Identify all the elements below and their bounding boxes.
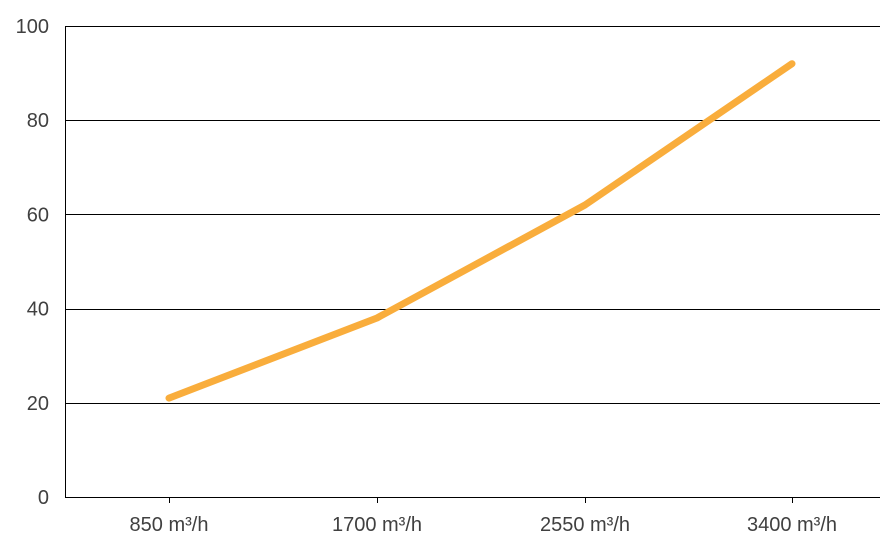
series-line-0 xyxy=(169,64,792,398)
x-tick-label: 3400 m³/h xyxy=(747,514,837,534)
y-tick-label: 20 xyxy=(27,393,49,415)
y-tick-labels: 0 20 40 60 80 100 xyxy=(16,16,49,509)
y-tick-label: 0 xyxy=(38,487,49,509)
x-tick-label: 850 m³/h xyxy=(130,514,209,534)
y-tick-label: 100 xyxy=(16,16,49,38)
y-tick-label: 80 xyxy=(27,110,49,132)
series xyxy=(169,64,792,398)
x-tick-label: 1700 m³/h xyxy=(332,514,422,534)
x-tick-label: 2550 m³/h xyxy=(540,514,630,534)
y-tick-label: 60 xyxy=(27,204,49,226)
x-tick-labels: 850 m³/h 1700 m³/h 2550 m³/h 3400 m³/h xyxy=(130,514,838,534)
y-tick-label: 40 xyxy=(27,299,49,321)
